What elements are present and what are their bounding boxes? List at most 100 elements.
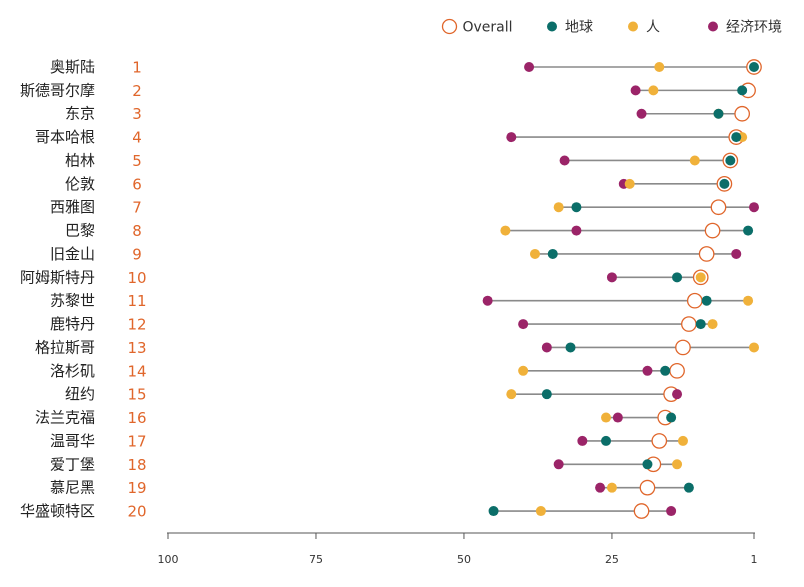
rank-label: 16 — [127, 409, 146, 427]
chart-row — [636, 105, 751, 122]
rank-label: 9 — [132, 245, 142, 263]
chart-row — [500, 222, 754, 239]
city-label: 斯德哥尔摩 — [20, 81, 95, 99]
people-point — [743, 295, 754, 306]
plot-area — [482, 59, 762, 519]
city-label: 纽约 — [65, 385, 95, 403]
x-tick-label: 50 — [457, 553, 471, 566]
city-label: 阿姆斯特丹 — [20, 268, 95, 286]
chart-row — [595, 479, 694, 496]
city-label: 旧金山 — [50, 245, 95, 263]
city-label: 柏林 — [65, 151, 95, 169]
overall-point — [734, 105, 751, 122]
earth-point — [565, 342, 576, 353]
economy-point — [506, 132, 517, 143]
chart-row — [488, 503, 677, 519]
city-label: 法兰克福 — [35, 409, 95, 427]
economy-point — [630, 85, 641, 96]
economy-point — [642, 365, 653, 376]
overall-point — [710, 199, 727, 216]
people-point — [506, 389, 517, 400]
city-label: 巴黎 — [65, 222, 95, 240]
earth-point — [488, 506, 499, 517]
chart-row — [524, 59, 762, 75]
city-label: 伦敦 — [65, 175, 95, 193]
rank-label: 7 — [132, 199, 142, 217]
rank-label: 20 — [127, 503, 146, 521]
economy-point — [731, 248, 742, 259]
people-point — [689, 155, 700, 166]
legend-item-economy: 经济环境 — [708, 20, 782, 36]
row-labels: 奥斯陆 1 斯德哥尔摩 2 东京 3 哥本哈根 4 柏林 5 伦敦 6 西雅图 7 巴黎 8 旧金山 9 阿姆斯特丹… — [20, 58, 147, 521]
people-point — [749, 342, 759, 353]
x-tick-label: 1 — [751, 553, 758, 566]
economy-point — [595, 482, 606, 493]
rank-label: 1 — [132, 59, 142, 77]
x-tick-label: 25 — [605, 553, 619, 566]
economy-point — [571, 225, 582, 236]
chart-row — [606, 269, 709, 286]
chart-row — [553, 456, 683, 473]
city-label: 奥斯陆 — [50, 58, 95, 76]
people-point — [535, 506, 546, 517]
legend-label: 地球 — [565, 20, 593, 36]
economy-point — [518, 319, 529, 330]
chart-row — [506, 386, 683, 403]
legend-marker — [628, 21, 638, 32]
legend-item-people: 人 — [628, 20, 660, 36]
earth-point — [642, 459, 653, 470]
chart-row — [482, 292, 754, 309]
economy-point — [524, 62, 535, 72]
city-label: 格拉斯哥 — [35, 338, 95, 356]
earth-point — [547, 248, 558, 259]
chart-row — [618, 176, 733, 192]
rank-label: 19 — [127, 479, 146, 497]
people-point — [707, 319, 718, 330]
people-point — [672, 459, 683, 470]
earth-point — [672, 272, 683, 283]
city-label: 东京 — [65, 105, 95, 123]
city-label: 鹿特丹 — [50, 315, 95, 333]
chart-row — [518, 362, 685, 379]
earth-point — [601, 435, 612, 446]
chart-row — [541, 339, 759, 356]
legend-label: Overall — [463, 20, 513, 36]
city-label: 温哥华 — [50, 432, 95, 450]
legend-marker — [441, 18, 458, 35]
rank-label: 12 — [127, 316, 146, 334]
economy-point — [577, 435, 588, 446]
legend-label: 经济环境 — [726, 20, 782, 36]
earth-point — [695, 319, 706, 330]
rank-label: 11 — [127, 292, 146, 310]
rank-label: 4 — [132, 129, 142, 147]
rank-label: 13 — [127, 339, 146, 357]
earth-point — [666, 412, 677, 423]
chart-row — [559, 152, 739, 169]
people-point — [677, 435, 688, 446]
overall-point — [669, 362, 685, 379]
overall-point — [633, 503, 650, 519]
x-axis: 100 75 50 25 1 — [158, 532, 758, 566]
earth-point — [571, 202, 582, 213]
people-point — [648, 85, 659, 96]
economy-point — [612, 412, 623, 423]
economy-point — [636, 108, 647, 119]
rank-label: 8 — [132, 222, 142, 240]
earth-point — [660, 365, 671, 376]
economy-point — [672, 389, 683, 400]
rank-label: 6 — [132, 175, 142, 193]
rank-label: 15 — [127, 386, 146, 404]
economy-point — [606, 272, 617, 283]
rank-label: 17 — [127, 432, 146, 450]
overall-point — [675, 339, 691, 356]
people-point — [624, 178, 635, 189]
rank-label: 2 — [132, 82, 142, 100]
earth-point — [725, 155, 736, 166]
legend-item-overall: Overall — [441, 18, 513, 36]
economy-point — [749, 202, 759, 213]
city-label: 洛杉矶 — [50, 362, 95, 380]
people-point — [601, 412, 612, 423]
people-point — [654, 62, 665, 72]
x-tick-label: 100 — [158, 553, 179, 566]
